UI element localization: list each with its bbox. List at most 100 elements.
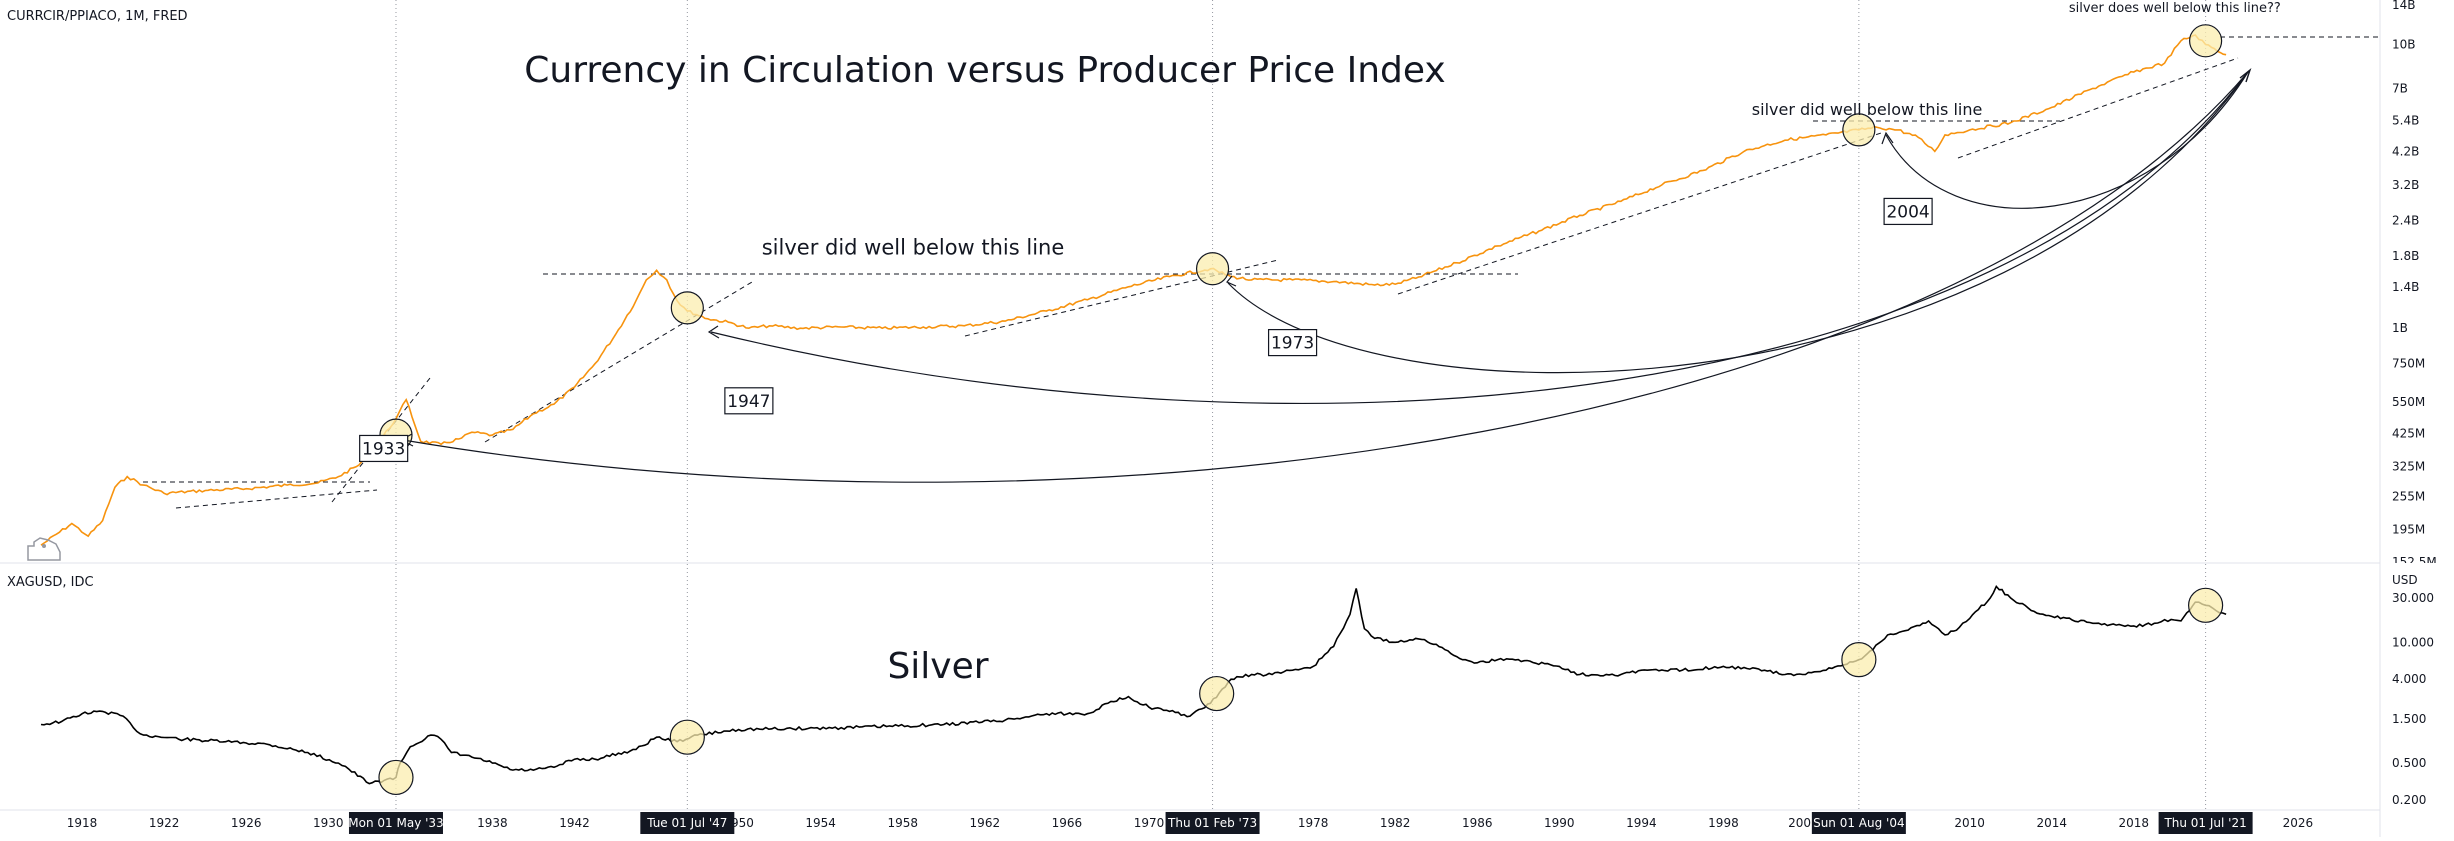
silver-series-layer bbox=[40, 584, 2227, 785]
price-tick-top-2: 7B bbox=[2392, 81, 2408, 95]
crosshair-lines bbox=[395, 0, 2207, 810]
arrow-head-2021 bbox=[2239, 67, 2252, 83]
trendline-1980s-rise bbox=[1397, 131, 1885, 295]
arrow-head-1947 bbox=[707, 325, 720, 339]
arrow-curve-1973 bbox=[1227, 71, 2249, 374]
arrow-curves bbox=[399, 67, 2252, 483]
time-tick-1994: 1994 bbox=[1626, 816, 1657, 830]
crosshair-label-3: Sun 01 Aug '04 bbox=[1813, 816, 1905, 830]
price-tick-top-11: 550M bbox=[2392, 395, 2425, 409]
price-tick-top-14: 255M bbox=[2392, 490, 2425, 504]
crosshair-label-0: Mon 01 May '33 bbox=[348, 816, 443, 830]
price-tick-top-5: 3.2B bbox=[2392, 178, 2419, 192]
time-tick-1998: 1998 bbox=[1708, 816, 1739, 830]
time-tick-1926: 1926 bbox=[231, 816, 262, 830]
drawing-trendlines bbox=[143, 36, 2380, 509]
price-tick-top-12: 425M bbox=[2392, 427, 2425, 441]
time-tick-1990: 1990 bbox=[1544, 816, 1575, 830]
top-pane-title: Currency in Circulation versus Producer … bbox=[524, 50, 1445, 91]
time-tick-2014: 2014 bbox=[2036, 816, 2067, 830]
arrow-curve-1947 bbox=[710, 71, 2249, 404]
annotation-note-1: silver did well below this line bbox=[1752, 100, 1983, 119]
arrow-head-1973 bbox=[1226, 275, 1237, 287]
silver-series-line bbox=[40, 584, 2227, 785]
highlight-circle-top-3 bbox=[1842, 113, 1876, 147]
time-tick-1970: 1970 bbox=[1134, 816, 1165, 830]
highlight-circle-bottom-3 bbox=[1841, 642, 1877, 678]
crosshair-label-bg-0 bbox=[348, 812, 443, 834]
annotation-box-2004 bbox=[1883, 197, 1933, 226]
time-tick-1930: 1930 bbox=[313, 816, 344, 830]
time-scale[interactable]: 1918 1922 1926 1930 1938 1942 1950 1954 1958 1962… bbox=[67, 816, 2313, 830]
price-tick-top-7: 1.8B bbox=[2392, 249, 2419, 263]
highlight-circle-top-4 bbox=[2189, 24, 2223, 58]
trendline-1920s-bottom bbox=[175, 489, 378, 509]
time-tick-2018: 2018 bbox=[2119, 816, 2150, 830]
price-scale-bottom[interactable]: USD 30.000 10.000 4.000 1.500 0.500 0.200 bbox=[2392, 573, 2434, 807]
time-tick-1942: 1942 bbox=[559, 816, 590, 830]
annotation-layer: silver did well below this line silver di… bbox=[359, 1, 2281, 463]
annotation-box-1933 bbox=[359, 434, 409, 463]
arrow-curve-1933 bbox=[402, 71, 2249, 483]
time-scale-crosshair-labels: Mon 01 May '33 Tue 01 Jul '47 Thu 01 Feb '… bbox=[348, 812, 2253, 834]
time-tick-1954: 1954 bbox=[805, 816, 836, 830]
crosshair-label-4: Thu 01 Jul '21 bbox=[2163, 816, 2246, 830]
trendline-2010s-rise bbox=[1957, 57, 2239, 159]
crosshair-label-bg-2 bbox=[1165, 812, 1260, 834]
time-tick-1966: 1966 bbox=[1052, 816, 1083, 830]
annotation-note-2: silver does well below this line?? bbox=[2069, 1, 2281, 16]
price-tick-bottom-2: 4.000 bbox=[2392, 672, 2426, 686]
price-scale-unit: USD bbox=[2392, 573, 2418, 587]
highlight-circle-bottom-4 bbox=[2188, 587, 2224, 623]
time-tick-1978: 1978 bbox=[1298, 816, 1329, 830]
price-tick-bottom-5: 0.200 bbox=[2392, 793, 2426, 807]
annotation-label-2004: 2004 bbox=[1886, 202, 1929, 222]
price-tick-bottom-0: 30.000 bbox=[2392, 591, 2434, 605]
price-tick-top-15: 195M bbox=[2392, 523, 2425, 537]
price-tick-top-4: 4.2B bbox=[2392, 144, 2419, 158]
annotation-label-1933: 1933 bbox=[362, 439, 405, 459]
time-tick-1982: 1982 bbox=[1380, 816, 1411, 830]
time-tick-1986: 1986 bbox=[1462, 816, 1493, 830]
price-scale-top[interactable]: 14B 10B 7B 5.4B 4.2B 3.2B 2.4B 1.8B 1.4B 1B 750M 55… bbox=[2392, 0, 2437, 569]
crosshair-label-2: Thu 01 Feb '73 bbox=[1167, 816, 1257, 830]
highlight-circle-top-2 bbox=[1195, 252, 1230, 286]
crosshair-label-1: Tue 01 Jul '47 bbox=[646, 816, 727, 830]
price-tick-top-9: 1B bbox=[2392, 321, 2408, 335]
time-tick-2026: 2026 bbox=[2283, 816, 2314, 830]
time-tick-1962: 1962 bbox=[970, 816, 1001, 830]
bottom-symbol-label[interactable]: XAGUSD, IDC bbox=[7, 575, 94, 590]
price-tick-bottom-4: 0.500 bbox=[2392, 756, 2426, 770]
price-tick-top-10: 750M bbox=[2392, 357, 2425, 371]
time-tick-hidden: 200 bbox=[1788, 816, 1811, 830]
crosshair-label-bg-3 bbox=[1811, 812, 1906, 834]
time-tick-1922: 1922 bbox=[149, 816, 180, 830]
trendline-1940s-rise bbox=[484, 281, 753, 443]
arrow-curve-2004 bbox=[1885, 71, 2249, 209]
price-tick-top-0: 14B bbox=[2392, 0, 2416, 12]
time-tick-1958: 1958 bbox=[887, 816, 918, 830]
crosshair-label-bg-4 bbox=[2158, 812, 2253, 834]
price-tick-top-13: 325M bbox=[2392, 460, 2425, 474]
tradingview-logo-icon bbox=[27, 537, 61, 561]
highlight-circle-bottom-2 bbox=[1199, 675, 1235, 712]
time-tick-1938: 1938 bbox=[477, 816, 508, 830]
price-tick-bottom-3: 1.500 bbox=[2392, 712, 2426, 726]
highlight-circle-top-1 bbox=[670, 291, 704, 325]
time-tick-2010: 2010 bbox=[1954, 816, 1985, 830]
highlight-circle-bottom-1 bbox=[669, 719, 705, 755]
price-tick-top-16: 152.5M bbox=[2392, 555, 2437, 569]
highlight-circle-bottom-0 bbox=[378, 759, 414, 796]
annotation-box-1973 bbox=[1267, 328, 1318, 357]
price-tick-top-3: 5.4B bbox=[2392, 113, 2419, 127]
highlight-circles-bottom bbox=[378, 587, 2224, 796]
price-tick-bottom-1: 10.000 bbox=[2392, 635, 2434, 649]
annotation-note-0: silver did well below this line bbox=[762, 235, 1065, 259]
crosshair-label-bg-1 bbox=[640, 812, 735, 834]
arrow-head-2004 bbox=[1881, 131, 1894, 145]
trendline-1960s-rise bbox=[964, 259, 1279, 337]
price-tick-top-6: 2.4B bbox=[2392, 213, 2419, 227]
top-symbol-label[interactable]: CURRCIR/PPIACO, 1M, FRED bbox=[7, 9, 188, 24]
